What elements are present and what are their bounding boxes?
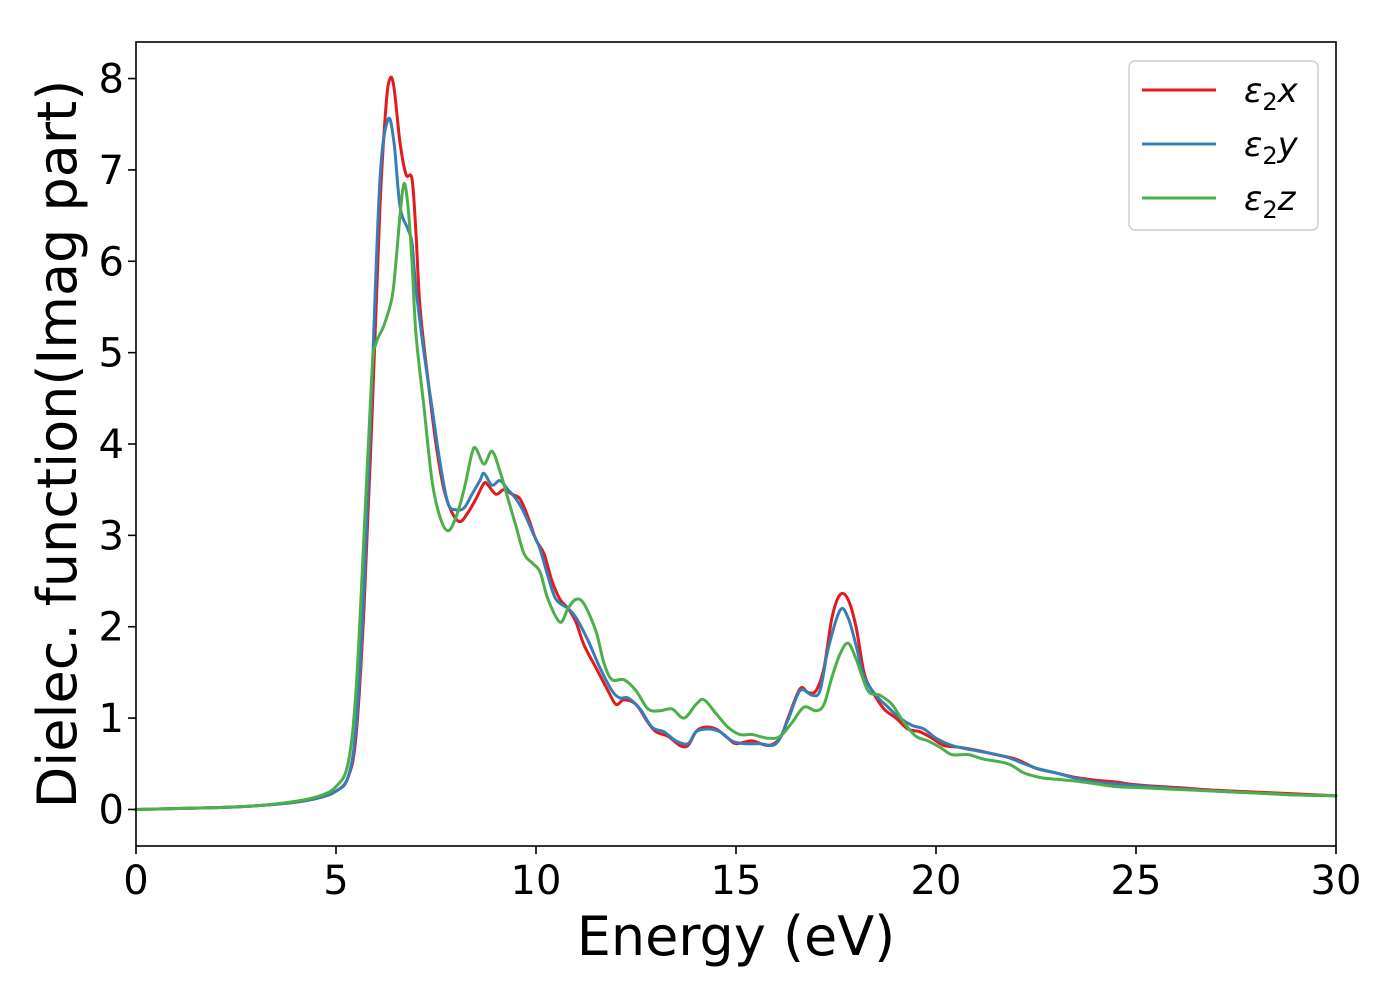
- x-tick-label: 10: [511, 858, 562, 904]
- x-tick-label: 30: [1311, 858, 1362, 904]
- legend-label-x: ε2x: [1244, 71, 1299, 116]
- x-tick-label: 15: [711, 858, 762, 904]
- x-tick-label: 0: [123, 858, 148, 904]
- legend-label-z: ε2z: [1244, 179, 1297, 224]
- legend-label-y: ε2y: [1244, 125, 1299, 170]
- series-line-x: [134, 75, 1338, 811]
- series-layer: [134, 75, 1338, 811]
- x-tick-label: 5: [323, 858, 348, 904]
- y-tick-label: 1: [99, 696, 124, 742]
- x-tick-label: 25: [1111, 858, 1162, 904]
- x-axis-title: Energy (eV): [577, 905, 896, 968]
- y-tick-label: 5: [99, 331, 124, 377]
- legend-box: [1128, 60, 1319, 231]
- x-axis: 0 5 10 15 20 25 30: [123, 846, 1361, 904]
- series-line-y: [134, 116, 1338, 811]
- y-tick-label: 6: [99, 239, 124, 285]
- y-tick-label: 7: [99, 148, 124, 194]
- x-tick-label: 20: [911, 858, 962, 904]
- legend: ε2x ε2y ε2z: [1128, 60, 1319, 231]
- y-tick-label: 8: [99, 57, 124, 103]
- y-tick-label: 3: [99, 513, 124, 559]
- y-axis: 0 1 2 3 4 5 6 7 8: [99, 57, 136, 833]
- y-tick-label: 2: [99, 605, 124, 651]
- y-tick-label: 0: [99, 787, 124, 833]
- series-line-z: [134, 182, 1338, 811]
- y-axis-title: Dielec. function(Imag part): [26, 80, 89, 809]
- y-tick-label: 4: [99, 422, 124, 468]
